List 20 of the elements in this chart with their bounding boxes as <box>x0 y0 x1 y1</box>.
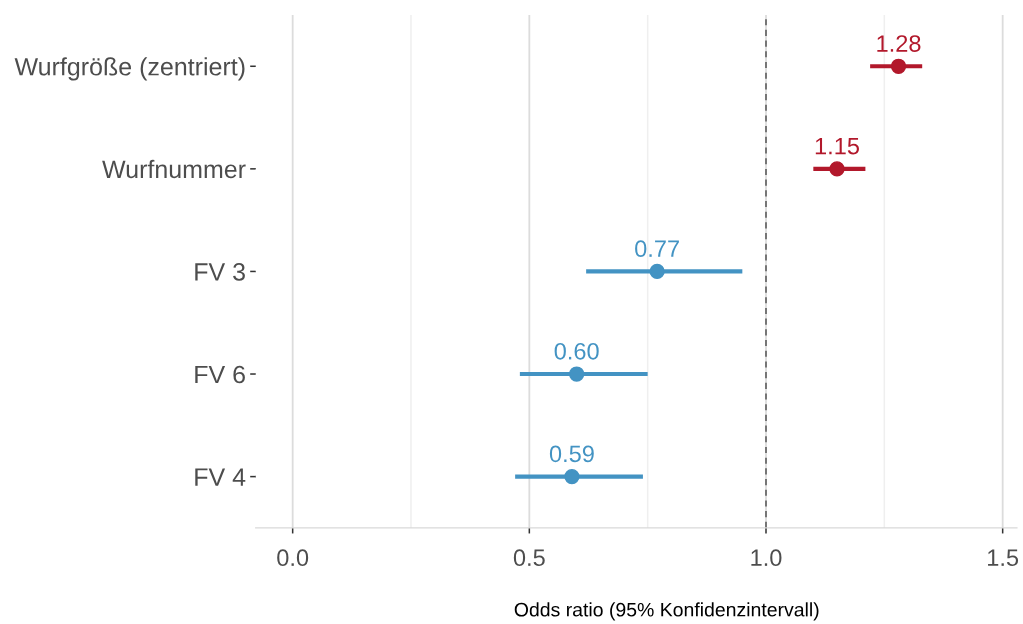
x-tick-label: 1.5 <box>988 549 1019 567</box>
point <box>564 468 580 485</box>
y-tick-label: Wurfnummer <box>102 159 246 179</box>
point <box>829 161 845 177</box>
data-label: 0.77 <box>635 240 679 258</box>
x-tick-label: 1.0 <box>751 549 782 567</box>
data-label: 1.28 <box>877 35 921 52</box>
x-tick-label: 0.5 <box>513 549 545 567</box>
y-tick-label: Wurfgröße (zentriert) <box>14 57 245 81</box>
point <box>569 366 585 382</box>
x-tick-label: 0.0 <box>277 549 309 567</box>
data-label: 0.59 <box>549 445 594 463</box>
data-label: 1.15 <box>815 137 859 155</box>
point <box>890 58 907 74</box>
y-tick-label: FV 4 <box>195 468 246 486</box>
y-tick-label: FV 6 <box>195 365 245 384</box>
data-label: 0.60 <box>554 342 599 360</box>
x-axis-title: Odds ratio (95% Konfidenzintervall) <box>514 602 819 621</box>
y-tick-label: FV 3 <box>195 263 245 281</box>
point <box>649 263 665 280</box>
